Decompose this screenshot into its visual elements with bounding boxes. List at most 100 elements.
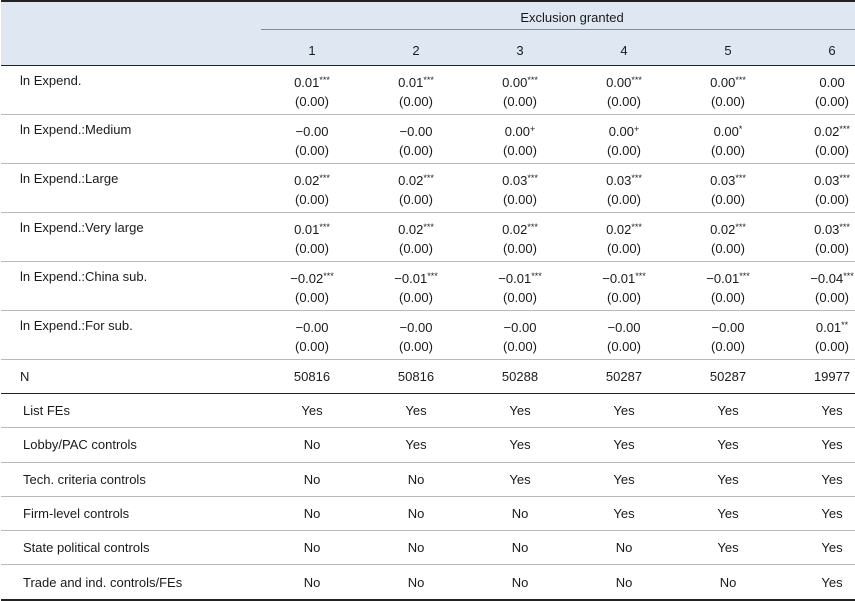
coef-estimate: 0.02*** <box>677 218 779 239</box>
standard-error: (0.00) <box>503 94 537 109</box>
control-cell: Yes <box>780 393 855 429</box>
coef-estimate: −0.00 <box>261 120 363 141</box>
n-value: 19977 <box>780 359 855 394</box>
coef-cell: 0.00+ (0.00) <box>468 114 572 164</box>
coef-estimate: −0.01*** <box>573 267 675 288</box>
control-cell: Yes <box>572 462 676 497</box>
coef-cell: −0.01*** (0.00) <box>676 261 780 311</box>
significance-stars: *** <box>735 75 746 85</box>
estimate-value: 0.02 <box>398 222 424 237</box>
control-cell: Yes <box>468 427 572 463</box>
table-body: ln Expend. 0.01*** (0.00) 0.01*** (0.00) 0.00… <box>1 65 855 601</box>
coef-cell: 0.01*** (0.00) <box>260 212 364 262</box>
standard-error: (0.00) <box>711 143 745 158</box>
control-row: Tech. criteria controls No No Yes Yes Yes Yes <box>1 462 855 497</box>
standard-error: (0.00) <box>399 143 433 158</box>
coef-estimate: 0.00* <box>677 120 779 141</box>
estimate-value: −0.01 <box>498 271 532 286</box>
coef-cell: 0.01*** (0.00) <box>364 65 468 115</box>
standard-error: (0.00) <box>399 241 433 256</box>
standard-error: (0.00) <box>399 94 433 109</box>
control-cell: No <box>364 462 468 497</box>
coef-cell: −0.02*** (0.00) <box>260 261 364 311</box>
estimate-value: 0.01 <box>815 320 842 335</box>
coef-cell: −0.01*** (0.00) <box>364 261 468 311</box>
coef-cell: −0.00 (0.00) <box>676 310 780 360</box>
coef-estimate: −0.00 <box>573 316 675 337</box>
standard-error: (0.00) <box>607 143 641 158</box>
coef-estimate: 0.03*** <box>677 169 779 190</box>
n-row: N 50816 50816 50288 50287 50287 19977 <box>1 359 855 394</box>
group-header: Exclusion granted <box>260 0 855 36</box>
significance-stars: *** <box>635 271 646 281</box>
standard-error: (0.00) <box>295 94 329 109</box>
coef-cell: −0.00 (0.00) <box>260 114 364 164</box>
coef-cell: −0.00 (0.00) <box>572 310 676 360</box>
coef-estimate: 0.02*** <box>469 218 571 239</box>
n-value: 50288 <box>468 359 572 394</box>
coef-estimate: 0.01** <box>781 316 855 337</box>
standard-error: (0.00) <box>295 290 329 305</box>
significance-stars: *** <box>631 173 642 183</box>
coef-estimate: 0.02*** <box>365 218 467 239</box>
estimate-value: 0.02 <box>398 173 424 188</box>
column-header-4: 4 <box>572 36 676 66</box>
coef-cell: 0.00*** (0.00) <box>676 65 780 115</box>
significance-stars: *** <box>319 173 330 183</box>
control-cell: No <box>260 427 364 463</box>
control-cell: Yes <box>676 427 780 463</box>
column-header-6: 6 <box>780 36 855 66</box>
coef-estimate: −0.01*** <box>677 267 779 288</box>
coef-estimate: 0.02*** <box>781 120 855 141</box>
coef-estimate: 0.02*** <box>365 169 467 190</box>
control-cell: No <box>572 564 676 601</box>
significance-stars: *** <box>739 271 750 281</box>
coef-estimate: 0.00*** <box>469 71 571 92</box>
significance-stars: *** <box>735 222 746 232</box>
coef-estimate: −0.02*** <box>261 267 363 288</box>
coef-cell: 0.02*** (0.00) <box>364 163 468 213</box>
coef-cell: 0.00+ (0.00) <box>572 114 676 164</box>
significance-stars: *** <box>527 222 538 232</box>
estimate-value: 0.00 <box>710 75 736 90</box>
standard-error: (0.00) <box>503 339 537 354</box>
coef-cell: 0.00*** (0.00) <box>468 65 572 115</box>
coef-row-label: ln Expend.:China sub. <box>1 261 260 311</box>
significance-stars: *** <box>527 75 538 85</box>
estimate-value: 0.00 <box>608 124 635 139</box>
estimate-value: 0.03 <box>814 222 840 237</box>
standard-error: (0.00) <box>815 143 850 158</box>
coef-row-label: ln Expend.:Medium <box>1 114 260 164</box>
significance-stars: * <box>738 124 743 134</box>
standard-error: (0.00) <box>607 290 641 305</box>
standard-error: (0.00) <box>815 192 850 207</box>
coef-row-label: ln Expend.:For sub. <box>1 310 260 360</box>
control-cell: Yes <box>780 530 855 566</box>
control-cell: No <box>260 564 364 601</box>
control-cell: No <box>572 530 676 566</box>
coef-row: ln Expend. 0.01*** (0.00) 0.01*** (0.00) 0.00… <box>1 65 855 115</box>
estimate-value: 0.01 <box>294 75 320 90</box>
standard-error: (0.00) <box>711 192 745 207</box>
coef-row: ln Expend.:Very large 0.01*** (0.00) 0.02**… <box>1 212 855 262</box>
estimate-value: 0.01 <box>294 222 320 237</box>
coef-estimate: 0.01*** <box>261 71 363 92</box>
control-row-label: Lobby/PAC controls <box>1 427 260 463</box>
n-value: 50287 <box>676 359 780 394</box>
coef-cell: −0.00 (0.00) <box>364 114 468 164</box>
standard-error: (0.00) <box>503 241 537 256</box>
standard-error: (0.00) <box>815 339 850 354</box>
significance-stars: + <box>634 124 640 134</box>
estimate-value: 0.02 <box>814 124 840 139</box>
estimate-value: −0.00 <box>399 124 433 139</box>
coef-row: ln Expend.:For sub. −0.00 (0.00) −0.00 (0.00… <box>1 310 855 360</box>
control-cell: No <box>468 496 572 532</box>
control-row: State political controls No No No No Yes Yes <box>1 530 855 566</box>
coef-cell: 0.02*** (0.00) <box>572 212 676 262</box>
control-cell: No <box>260 462 364 497</box>
estimate-value: −0.00 <box>503 320 537 335</box>
estimate-value: −0.02 <box>290 271 324 286</box>
significance-stars: *** <box>839 222 850 232</box>
significance-stars: *** <box>531 271 542 281</box>
estimate-value: 0.03 <box>710 173 736 188</box>
